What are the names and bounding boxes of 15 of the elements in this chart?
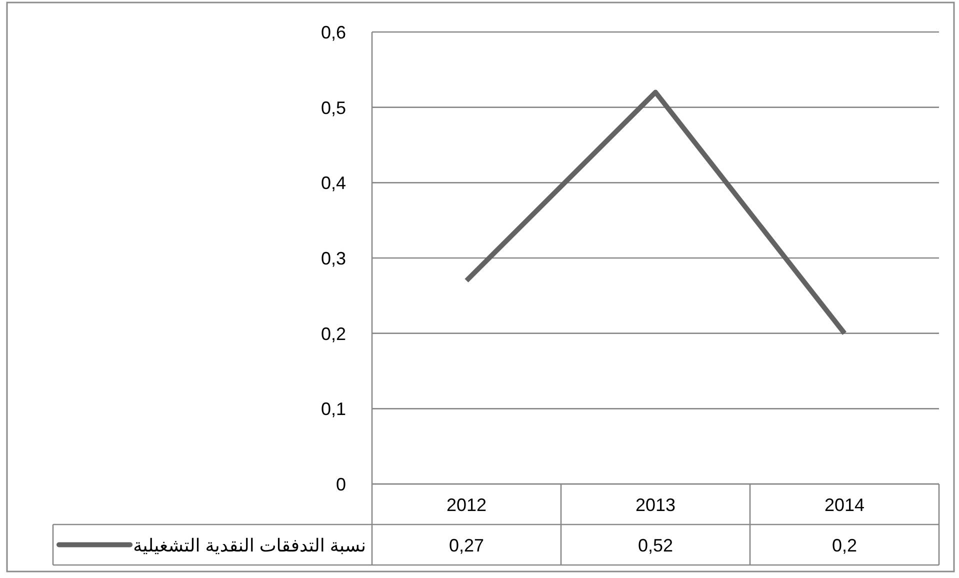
y-tick-label: 0,4 bbox=[320, 173, 346, 194]
data-label: 0,2 bbox=[832, 535, 858, 556]
y-tick-label: 0 bbox=[336, 474, 346, 494]
legend: نسبة التدفقات النقدية التشغيلية bbox=[56, 535, 366, 556]
x-tick-label: 2013 bbox=[635, 494, 676, 515]
data-label: 0,52 bbox=[638, 535, 674, 556]
x-tick-label: 2012 bbox=[446, 494, 487, 515]
legend-label: نسبة التدفقات النقدية التشغيلية bbox=[133, 535, 366, 556]
y-tick-label: 0,1 bbox=[320, 399, 346, 420]
y-tick-label: 0,2 bbox=[320, 324, 346, 344]
y-tick-label: 0,3 bbox=[320, 248, 346, 268]
data-label: 0,27 bbox=[448, 535, 484, 556]
y-tick-label: 0,5 bbox=[320, 98, 346, 118]
x-tick-label: 2014 bbox=[824, 494, 865, 515]
y-tick-label: 0,6 bbox=[320, 22, 346, 42]
